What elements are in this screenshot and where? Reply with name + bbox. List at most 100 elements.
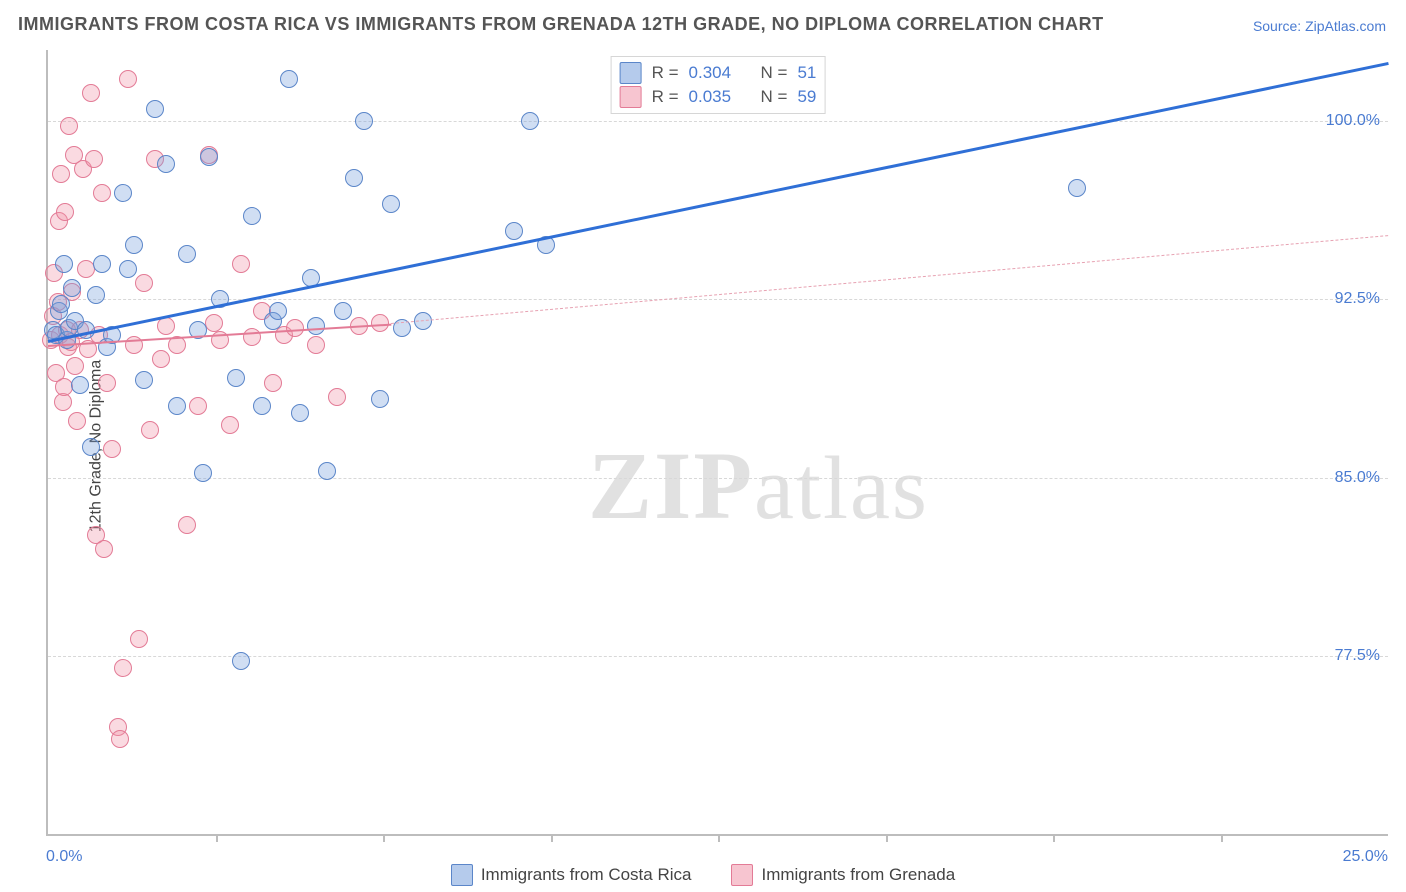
data-point (178, 516, 196, 534)
data-point (95, 540, 113, 558)
data-point (371, 390, 389, 408)
x-tick (551, 834, 553, 842)
swatch-blue-icon (620, 62, 642, 84)
data-point (135, 371, 153, 389)
data-point (93, 255, 111, 273)
data-point (521, 112, 539, 130)
data-point (264, 374, 282, 392)
series-legend: Immigrants from Costa Rica Immigrants fr… (0, 864, 1406, 886)
r-label: R = (652, 87, 679, 107)
data-point (152, 350, 170, 368)
x-tick (383, 834, 385, 842)
x-tick (886, 834, 888, 842)
chart-title: IMMIGRANTS FROM COSTA RICA VS IMMIGRANTS… (18, 14, 1104, 35)
y-tick-label: 77.5% (1335, 647, 1380, 665)
plot-area: ZIPatlas R = 0.304 N = 51 R = 0.035 N = … (46, 50, 1388, 836)
data-point (114, 659, 132, 677)
data-point (227, 369, 245, 387)
watermark-bold: ZIP (588, 432, 754, 539)
data-point (52, 165, 70, 183)
data-point (1068, 179, 1086, 197)
watermark-rest: atlas (754, 439, 929, 538)
data-point (82, 438, 100, 456)
gridline (48, 121, 1388, 122)
y-tick-label: 92.5% (1335, 290, 1380, 308)
source-label: Source: ZipAtlas.com (1253, 18, 1386, 34)
rn-row-blue: R = 0.304 N = 51 (620, 61, 817, 85)
data-point (85, 150, 103, 168)
data-point (157, 155, 175, 173)
data-point (189, 397, 207, 415)
watermark: ZIPatlas (588, 430, 929, 541)
legend-swatch-blue-icon (451, 864, 473, 886)
y-tick-label: 100.0% (1326, 112, 1380, 130)
data-point (205, 314, 223, 332)
data-point (130, 630, 148, 648)
data-point (221, 416, 239, 434)
data-point (111, 730, 129, 748)
legend-item-pink: Immigrants from Grenada (731, 864, 955, 886)
n-value-blue: 51 (797, 63, 816, 83)
data-point (178, 245, 196, 263)
data-point (55, 255, 73, 273)
data-point (307, 336, 325, 354)
data-point (505, 222, 523, 240)
data-point (63, 279, 81, 297)
data-point (291, 404, 309, 422)
data-point (68, 412, 86, 430)
r-value-blue: 0.304 (689, 63, 732, 83)
r-value-pink: 0.035 (689, 87, 732, 107)
data-point (280, 70, 298, 88)
legend-swatch-pink-icon (731, 864, 753, 886)
data-point (135, 274, 153, 292)
x-tick (216, 834, 218, 842)
data-point (141, 421, 159, 439)
data-point (55, 378, 73, 396)
data-point (146, 100, 164, 118)
data-point (269, 302, 287, 320)
n-value-pink: 59 (797, 87, 816, 107)
data-point (194, 464, 212, 482)
data-point (114, 184, 132, 202)
data-point (345, 169, 363, 187)
correlation-legend-box: R = 0.304 N = 51 R = 0.035 N = 59 (611, 56, 826, 114)
data-point (93, 184, 111, 202)
data-point (334, 302, 352, 320)
x-tick (1053, 834, 1055, 842)
r-label: R = (652, 63, 679, 83)
rn-row-pink: R = 0.035 N = 59 (620, 85, 817, 109)
n-label: N = (761, 63, 788, 83)
data-point (66, 357, 84, 375)
chart-container: IMMIGRANTS FROM COSTA RICA VS IMMIGRANTS… (0, 0, 1406, 892)
data-point (103, 440, 121, 458)
n-label: N = (761, 87, 788, 107)
data-point (168, 397, 186, 415)
data-point (56, 203, 74, 221)
data-point (328, 388, 346, 406)
data-point (60, 117, 78, 135)
data-point (119, 70, 137, 88)
data-point (307, 317, 325, 335)
data-point (253, 397, 271, 415)
data-point (200, 148, 218, 166)
data-point (119, 260, 137, 278)
legend-item-blue: Immigrants from Costa Rica (451, 864, 692, 886)
data-point (52, 295, 70, 313)
legend-label-pink: Immigrants from Grenada (761, 865, 955, 885)
gridline (48, 478, 1388, 479)
x-tick (1221, 834, 1223, 842)
data-point (232, 652, 250, 670)
legend-label-blue: Immigrants from Costa Rica (481, 865, 692, 885)
y-tick-label: 85.0% (1335, 469, 1380, 487)
data-point (243, 207, 261, 225)
data-point (286, 319, 304, 337)
x-tick (718, 834, 720, 842)
data-point (355, 112, 373, 130)
data-point (318, 462, 336, 480)
data-point (98, 374, 116, 392)
data-point (82, 84, 100, 102)
data-point (125, 236, 143, 254)
data-point (382, 195, 400, 213)
data-point (232, 255, 250, 273)
swatch-pink-icon (620, 86, 642, 108)
